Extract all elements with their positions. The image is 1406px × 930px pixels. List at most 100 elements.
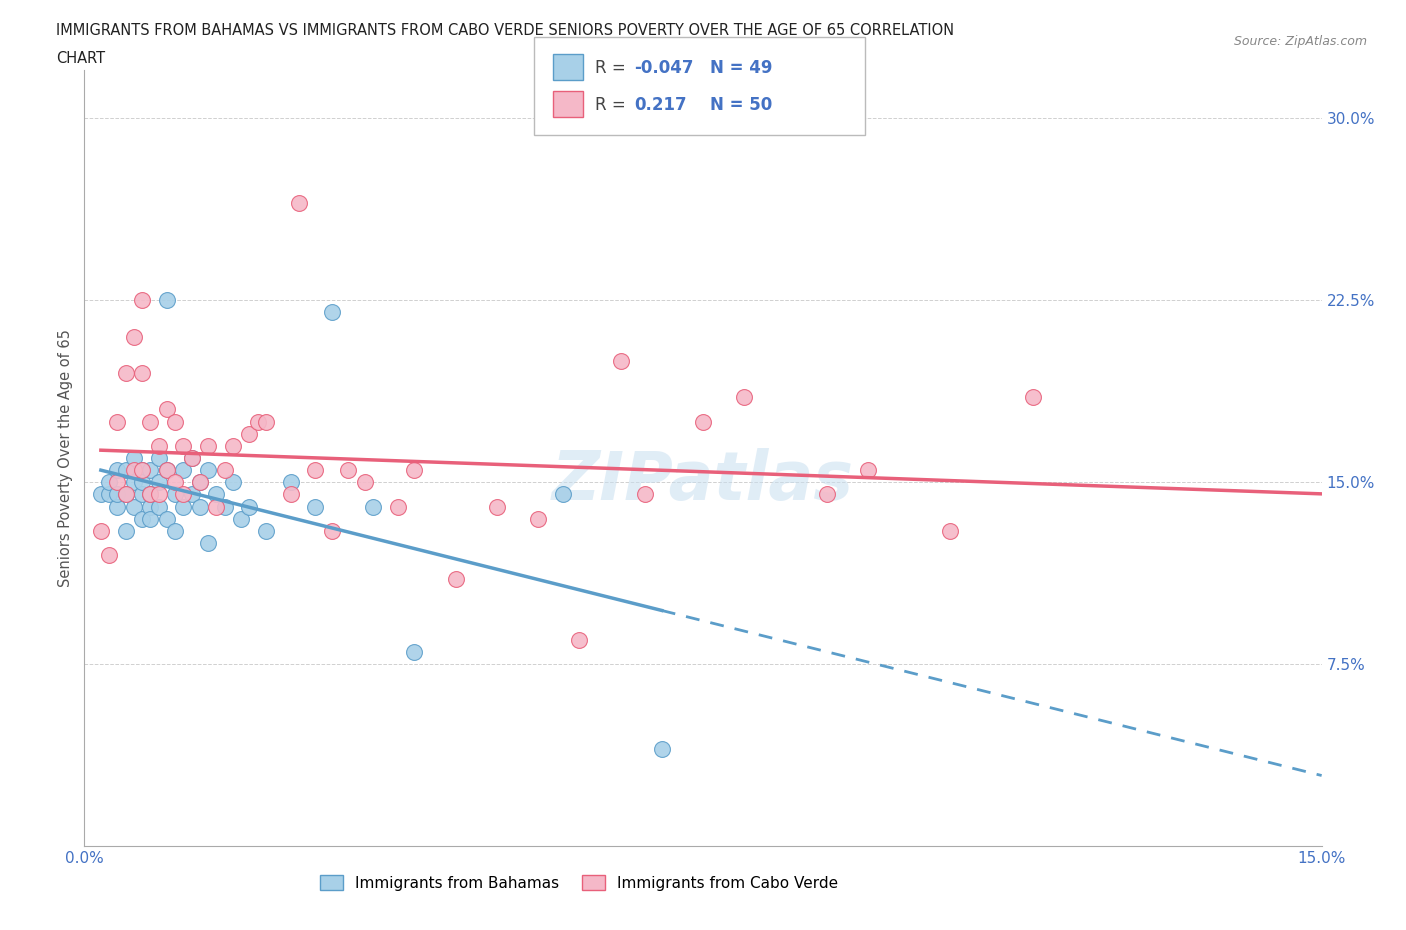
Point: [156, 402, 179, 417]
Point: [180, 451, 202, 466]
Point: [304, 499, 326, 514]
Point: [131, 512, 153, 526]
Point: [105, 475, 128, 490]
Point: [609, 353, 631, 368]
Point: [156, 463, 179, 478]
Point: [733, 390, 755, 405]
Point: [148, 487, 170, 502]
Point: [105, 414, 128, 429]
Point: [444, 572, 467, 587]
Text: R =: R =: [595, 59, 631, 76]
Point: [156, 463, 179, 478]
Point: [165, 414, 187, 429]
Y-axis label: Seniors Poverty Over the Age of 65: Seniors Poverty Over the Age of 65: [58, 329, 73, 587]
Point: [139, 414, 162, 429]
Point: [180, 451, 202, 466]
Point: [98, 548, 121, 563]
Point: [551, 487, 574, 502]
Point: [156, 512, 179, 526]
Point: [90, 487, 112, 502]
Point: [387, 499, 409, 514]
Point: [148, 499, 170, 514]
Point: [105, 499, 128, 514]
Point: [304, 463, 326, 478]
Text: 0.217: 0.217: [634, 96, 686, 113]
Point: [188, 499, 211, 514]
Point: [197, 463, 219, 478]
Point: [148, 438, 170, 453]
Point: [229, 512, 252, 526]
Point: [139, 499, 162, 514]
Text: IMMIGRANTS FROM BAHAMAS VS IMMIGRANTS FROM CABO VERDE SENIORS POVERTY OVER THE A: IMMIGRANTS FROM BAHAMAS VS IMMIGRANTS FR…: [56, 23, 955, 38]
Point: [568, 632, 591, 647]
Text: Source: ZipAtlas.com: Source: ZipAtlas.com: [1233, 35, 1367, 48]
Point: [172, 499, 194, 514]
Point: [172, 463, 194, 478]
Point: [280, 487, 302, 502]
Point: [634, 487, 657, 502]
Point: [98, 475, 121, 490]
Point: [122, 451, 145, 466]
Text: CHART: CHART: [56, 51, 105, 66]
Point: [238, 499, 260, 514]
Point: [139, 512, 162, 526]
Point: [205, 487, 228, 502]
Point: [122, 329, 145, 344]
Point: [105, 463, 128, 478]
Point: [692, 414, 714, 429]
Point: [165, 475, 187, 490]
Point: [254, 414, 277, 429]
Point: [131, 365, 153, 380]
Point: [337, 463, 360, 478]
Point: [139, 487, 162, 502]
Point: [180, 487, 202, 502]
Point: [288, 196, 311, 211]
Point: [939, 524, 962, 538]
Point: [280, 475, 302, 490]
Point: [214, 499, 236, 514]
Point: [188, 475, 211, 490]
Point: [114, 524, 136, 538]
Point: [156, 293, 179, 308]
Point: [361, 499, 384, 514]
Point: [139, 463, 162, 478]
Point: [148, 451, 170, 466]
Point: [122, 499, 145, 514]
Point: [114, 463, 136, 478]
Point: [485, 499, 508, 514]
Point: [188, 475, 211, 490]
Point: [205, 499, 228, 514]
Point: [114, 365, 136, 380]
Text: R =: R =: [595, 96, 636, 113]
Point: [131, 463, 153, 478]
Point: [353, 475, 375, 490]
Point: [815, 487, 838, 502]
Point: [98, 487, 121, 502]
Point: [148, 475, 170, 490]
Point: [197, 536, 219, 551]
Point: [222, 475, 245, 490]
Point: [222, 438, 245, 453]
Point: [165, 487, 187, 502]
Text: ZIPatlas: ZIPatlas: [553, 448, 853, 514]
Text: N = 49: N = 49: [710, 59, 772, 76]
Point: [404, 463, 426, 478]
Point: [856, 463, 879, 478]
Legend: Immigrants from Bahamas, Immigrants from Cabo Verde: Immigrants from Bahamas, Immigrants from…: [314, 869, 845, 897]
Text: N = 50: N = 50: [710, 96, 772, 113]
Point: [131, 463, 153, 478]
Point: [131, 293, 153, 308]
Point: [131, 475, 153, 490]
Point: [254, 524, 277, 538]
Point: [321, 305, 343, 320]
Point: [172, 438, 194, 453]
Point: [527, 512, 550, 526]
Point: [165, 524, 187, 538]
Point: [114, 487, 136, 502]
Point: [131, 487, 153, 502]
Point: [321, 524, 343, 538]
Point: [404, 644, 426, 659]
Point: [197, 438, 219, 453]
Point: [122, 463, 145, 478]
Point: [172, 487, 194, 502]
